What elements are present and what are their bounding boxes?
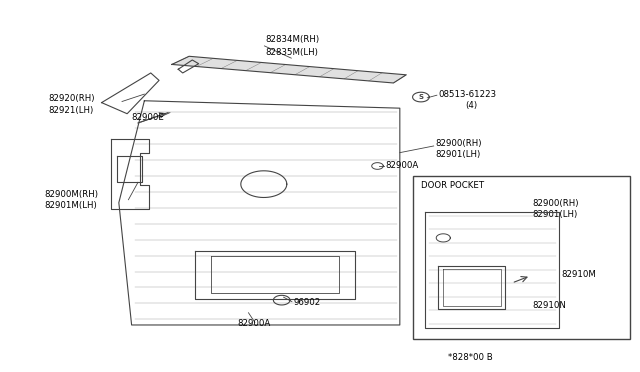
Text: 82900M(RH): 82900M(RH) [44,190,98,199]
Text: S: S [419,94,424,100]
Text: 96902: 96902 [293,298,321,307]
Text: 82920(RH): 82920(RH) [49,94,95,103]
Text: 82901M(LH): 82901M(LH) [44,201,97,210]
Text: (4): (4) [466,101,477,110]
Text: 82835M(LH): 82835M(LH) [266,48,319,57]
Text: 82900A: 82900A [237,320,270,328]
Text: 82910N: 82910N [532,301,566,310]
Text: 82900(RH): 82900(RH) [532,199,579,208]
Text: 08513-61223: 08513-61223 [438,90,496,99]
Text: 82910M: 82910M [561,270,596,279]
Text: 82900E: 82900E [132,113,164,122]
Bar [413,176,630,339]
Text: DOOR POCKET: DOOR POCKET [421,181,484,190]
Text: 82901(LH): 82901(LH) [532,211,577,219]
Text: 82921(LH): 82921(LH) [49,106,94,115]
Text: *828*00 B: *828*00 B [448,353,492,362]
Polygon shape [172,56,406,83]
Text: 82900(RH): 82900(RH) [435,139,481,148]
Text: 82900A: 82900A [386,161,419,170]
Text: 82834M(RH): 82834M(RH) [266,35,320,44]
Text: 82901(LH): 82901(LH) [435,150,480,159]
